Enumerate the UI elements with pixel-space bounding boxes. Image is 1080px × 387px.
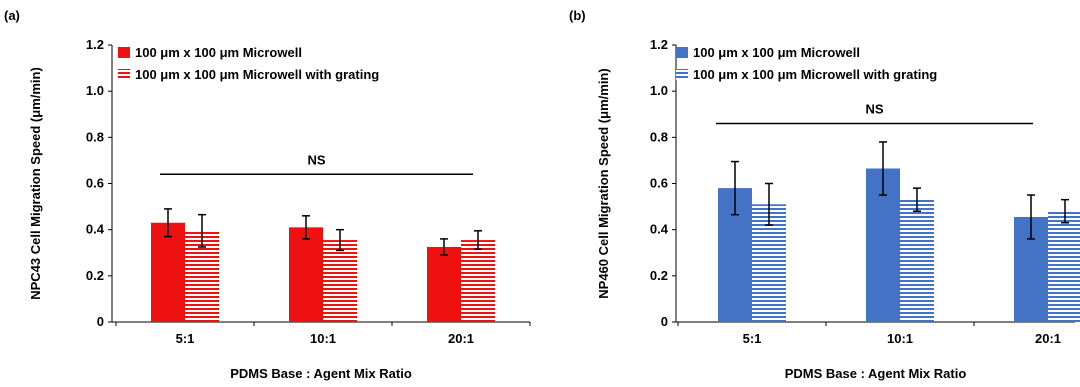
y-axis-title: NP460 Cell Migration Speed (μm/min) (596, 68, 611, 298)
y-tick-label: 0 (661, 314, 668, 329)
panel-label-a: (a) (4, 8, 20, 23)
x-axis-title: PDMS Base : Agent Mix Ratio (785, 366, 967, 381)
y-tick-label: 0.4 (86, 222, 105, 237)
x-tick-label: 5:1 (743, 331, 762, 346)
y-tick-label: 0.6 (86, 176, 104, 191)
y-tick-label: 0 (97, 314, 104, 329)
y-tick-label: 0.8 (650, 129, 668, 144)
y-tick-label: 1.0 (650, 83, 668, 98)
significance-label: NS (307, 152, 325, 167)
legend-swatch (676, 47, 688, 58)
y-tick-label: 1.0 (86, 83, 104, 98)
x-tick-label: 5:1 (176, 331, 195, 346)
legend-swatch (676, 69, 688, 80)
bar (427, 246, 461, 322)
bar (151, 222, 185, 322)
legend-label: 100 μm x 100 μm Microwell with grating (135, 67, 379, 82)
bar (289, 227, 323, 322)
legend-label: 100 μm x 100 μm Microwell with grating (693, 67, 937, 82)
bar (461, 240, 495, 322)
y-tick-label: 0.6 (650, 176, 668, 191)
x-tick-label: 20:1 (1035, 331, 1061, 346)
y-tick-label: 0.2 (86, 268, 104, 283)
legend-swatch (118, 69, 130, 80)
legend-swatch (118, 47, 130, 58)
x-tick-label: 10:1 (310, 331, 336, 346)
bar (900, 199, 934, 322)
x-tick-label: 10:1 (887, 331, 913, 346)
panel-label-b: (b) (569, 8, 586, 23)
x-tick-label: 20:1 (448, 331, 474, 346)
significance-label: NS (865, 101, 883, 116)
y-tick-label: 0.4 (650, 222, 669, 237)
y-axis-title: NPC43 Cell Migration Speed (μm/min) (28, 67, 43, 300)
legend-label: 100 μm x 100 μm Microwell (135, 45, 302, 60)
y-tick-label: 0.2 (650, 268, 668, 283)
x-axis-title: PDMS Base : Agent Mix Ratio (230, 366, 412, 381)
bar (1048, 211, 1080, 322)
legend-label: 100 μm x 100 μm Microwell (693, 45, 860, 60)
y-tick-label: 1.2 (86, 37, 104, 52)
y-tick-label: 0.8 (86, 129, 104, 144)
y-tick-label: 1.2 (650, 37, 668, 52)
bar (323, 240, 357, 322)
